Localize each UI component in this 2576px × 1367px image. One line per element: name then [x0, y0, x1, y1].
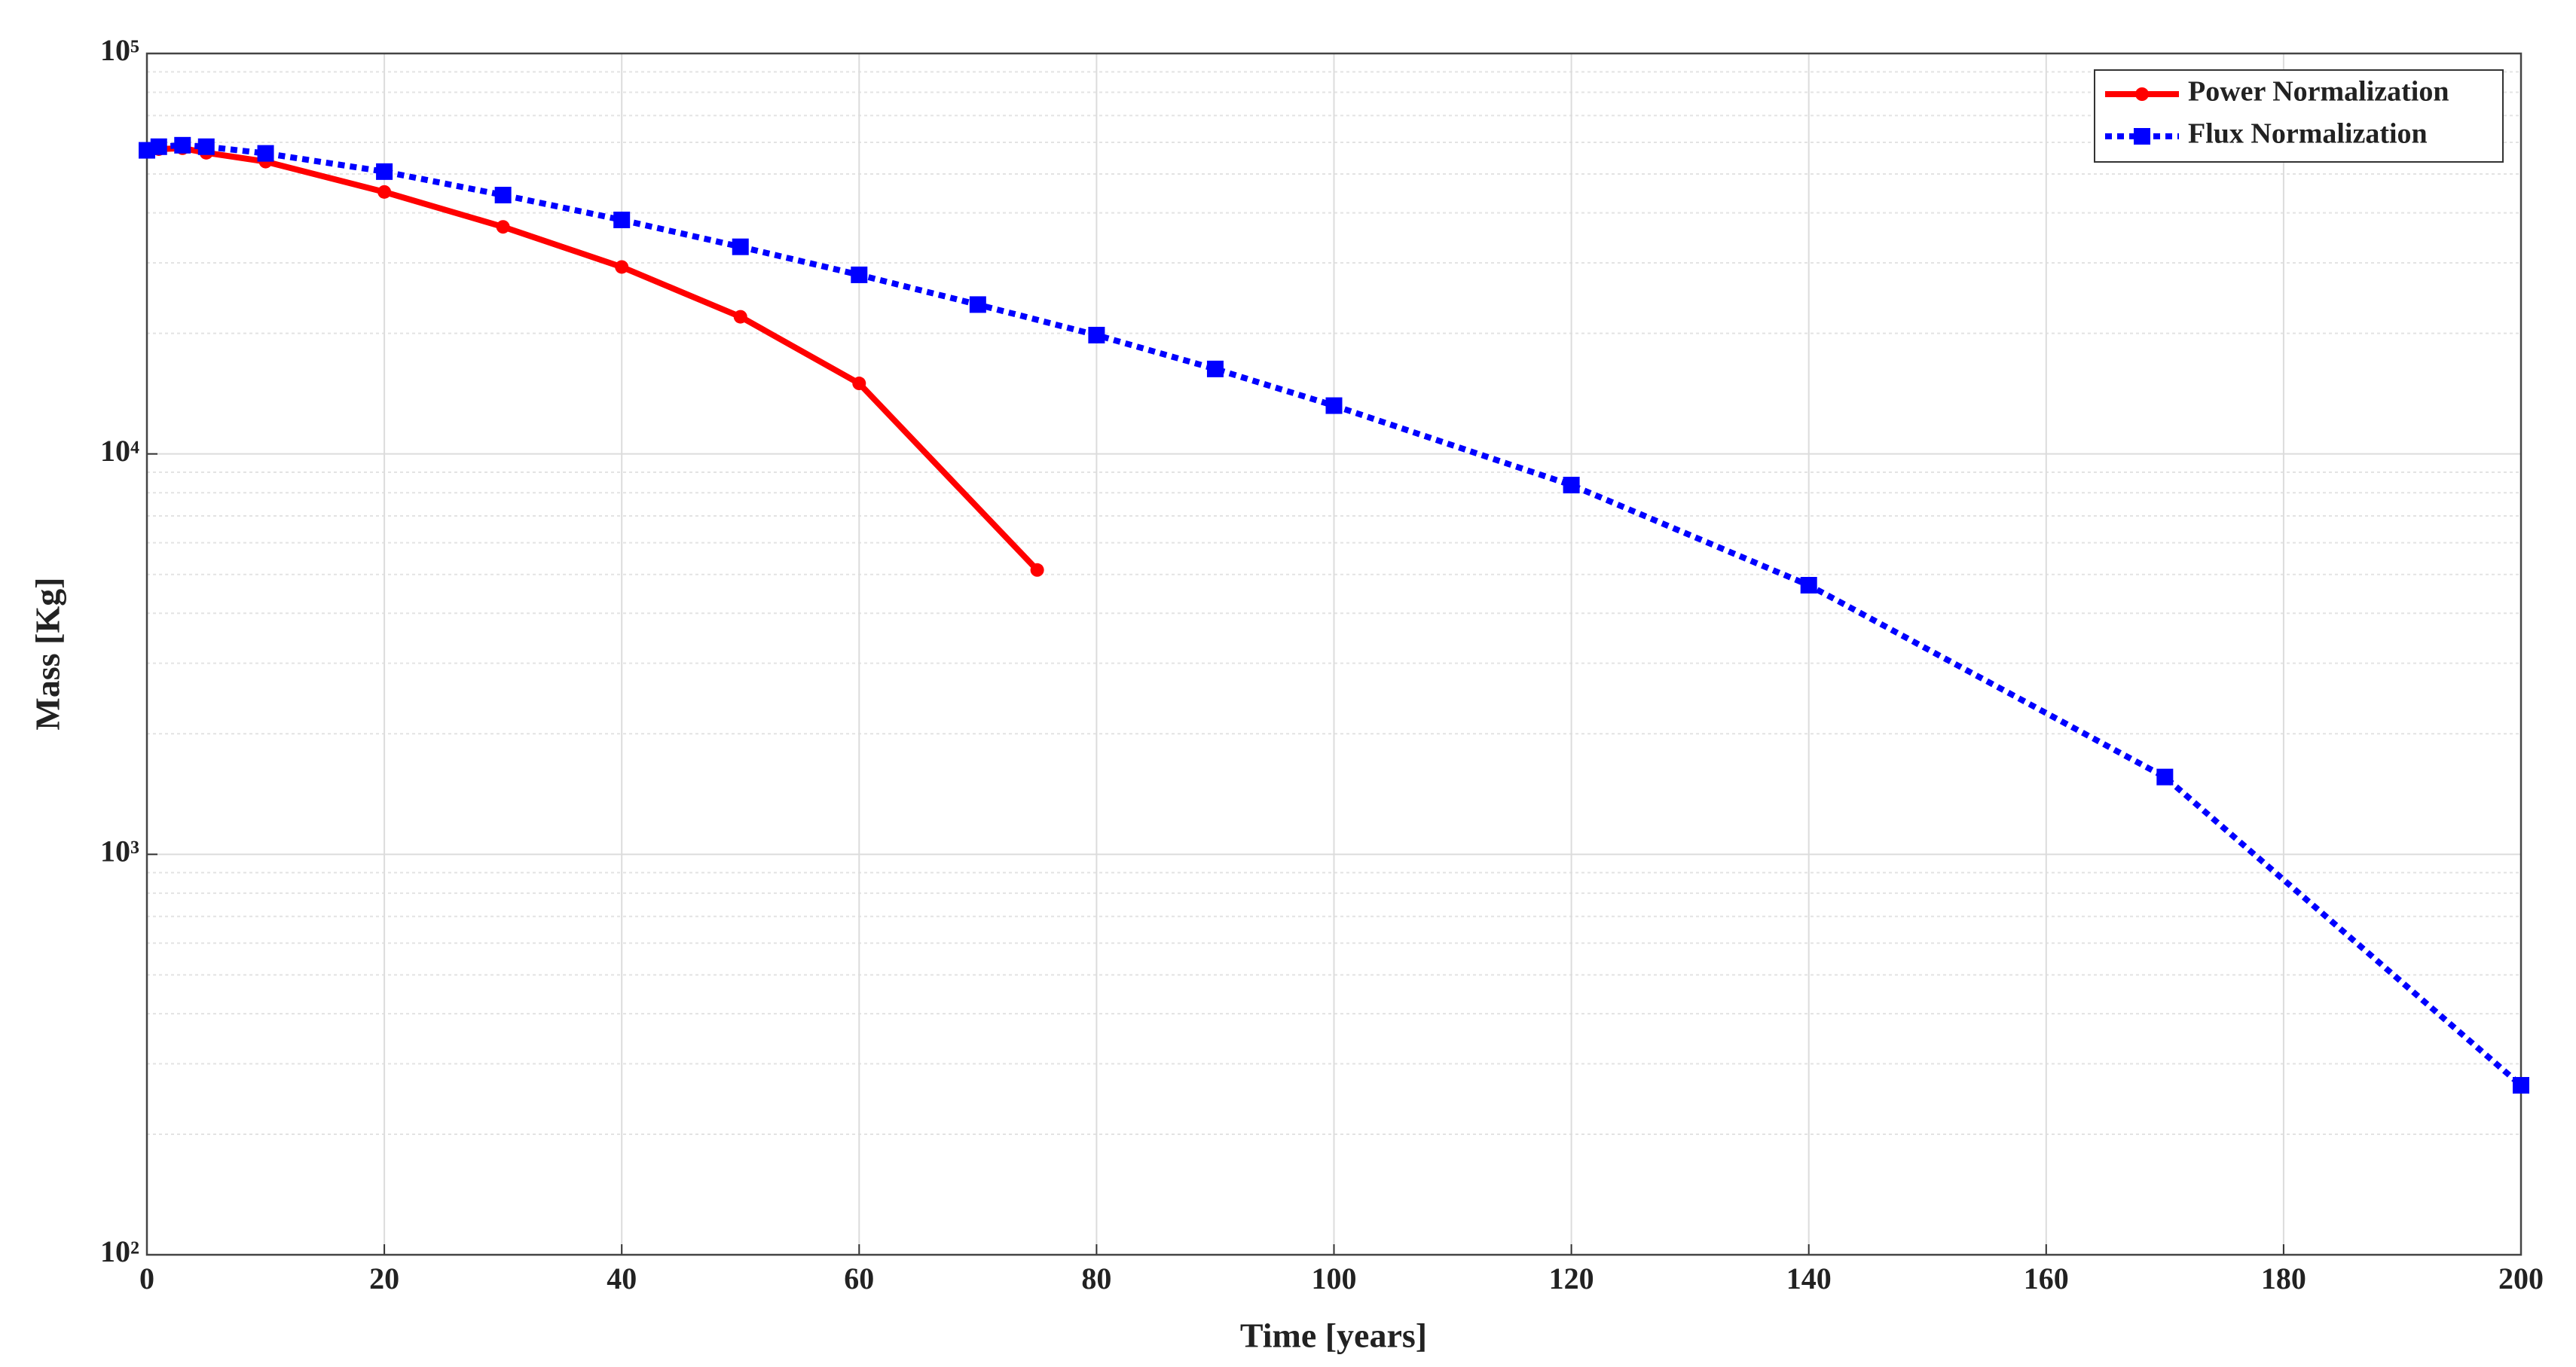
y-tick-label: 10²: [100, 1234, 139, 1268]
marker: [257, 145, 274, 162]
marker: [174, 136, 191, 154]
x-tick-label: 100: [1312, 1262, 1357, 1295]
marker: [851, 266, 868, 283]
y-tick-label: 10⁴: [100, 434, 139, 468]
marker: [615, 260, 629, 274]
marker: [1088, 326, 1105, 343]
x-tick-label: 40: [607, 1262, 637, 1295]
marker: [1030, 563, 1044, 577]
x-tick-label: 0: [139, 1262, 154, 1295]
marker: [732, 238, 749, 255]
legend-label: Flux Normalization: [2188, 118, 2428, 150]
legend-label: Power Normalization: [2188, 76, 2449, 108]
legend: Power Normalization Flux Normalization: [2094, 69, 2504, 163]
x-tick-label: 80: [1081, 1262, 1111, 1295]
x-tick-label: 60: [844, 1262, 874, 1295]
marker: [377, 185, 392, 199]
marker: [613, 211, 631, 228]
marker: [1325, 397, 1343, 414]
x-tick-label: 20: [369, 1262, 399, 1295]
legend-marker: [2134, 128, 2150, 145]
marker: [852, 377, 866, 391]
marker: [2513, 1076, 2529, 1094]
series-line: [145, 142, 2523, 1088]
y-tick-label: 10³: [100, 835, 139, 868]
marker: [1206, 360, 1224, 377]
marker: [1800, 577, 1817, 594]
marker: [969, 296, 986, 313]
marker: [376, 163, 393, 180]
x-tick-label: 180: [2261, 1262, 2306, 1295]
marker: [733, 310, 747, 324]
marker: [494, 186, 512, 203]
x-axis-label: Time [years]: [1240, 1317, 1427, 1355]
y-tick-label: 10⁵: [100, 33, 139, 67]
x-tick-label: 200: [2498, 1262, 2544, 1295]
marker: [150, 138, 167, 155]
marker: [2156, 768, 2174, 786]
marker: [197, 138, 215, 155]
x-tick-label: 160: [2024, 1262, 2069, 1295]
legend-marker: [2135, 87, 2149, 101]
y-axis-label: Mass [Kg]: [29, 577, 67, 730]
marker: [1563, 477, 1580, 494]
x-tick-label: 120: [1549, 1262, 1594, 1295]
marker: [496, 220, 510, 234]
plot-frame: [145, 52, 2523, 1256]
legend-box: [2094, 69, 2504, 163]
x-tick-label: 140: [1786, 1262, 1832, 1295]
